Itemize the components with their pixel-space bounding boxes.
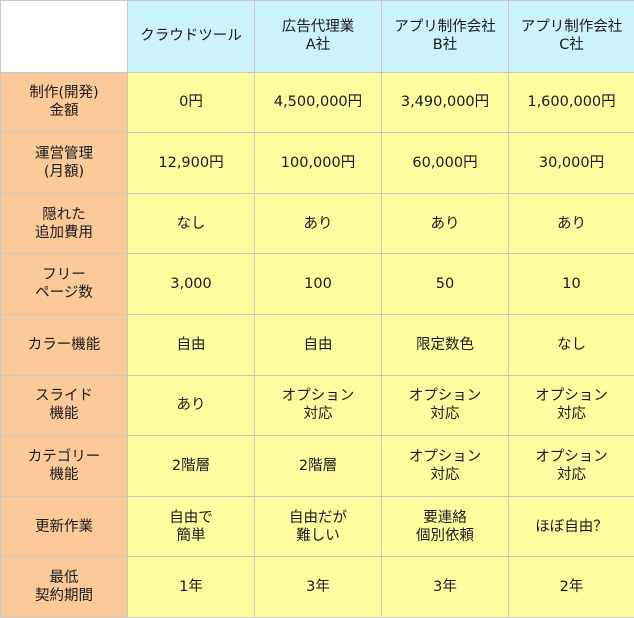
table-cell: 3年 <box>381 556 509 618</box>
table-row: 隠れた 追加費用 なし あり あり あり <box>0 192 634 255</box>
row-label: 更新作業 <box>0 495 128 558</box>
table-cell: 4,500,000円 <box>254 71 382 134</box>
row-label: 最低 契約期間 <box>0 556 128 618</box>
table-cell: 3年 <box>254 556 382 618</box>
table-row: スライド 機能 あり オプション 対応 オプション 対応 オプション 対応 <box>0 374 634 437</box>
table-row: カテゴリー 機能 2階層 2階層 オプション 対応 オプション 対応 <box>0 435 634 497</box>
row-label: 隠れた 追加費用 <box>0 192 128 255</box>
table-cell: あり <box>381 192 509 255</box>
table-cell: 100 <box>254 253 382 315</box>
table-cell: 自由 <box>254 314 382 376</box>
table-row: フリー ページ数 3,000 100 50 10 <box>0 253 634 315</box>
table-cell: ほぼ自由？ <box>508 495 634 558</box>
table-cell: 30,000円 <box>508 132 634 194</box>
table-cell: なし <box>508 314 634 376</box>
table-cell: 要連絡 個別依頼 <box>381 495 509 558</box>
table-row: カラー機能 自由 自由 限定数色 なし <box>0 314 634 376</box>
column-header-app-company-b: アプリ制作会社 B社 <box>381 0 509 73</box>
table-cell: オプション 対応 <box>508 435 634 497</box>
table-row: 運営管理 (月額) 12,900円 100,000円 60,000円 30,00… <box>0 132 634 194</box>
table-cell: オプション 対応 <box>381 374 509 437</box>
table-row: 最低 契約期間 1年 3年 3年 2年 <box>0 556 634 618</box>
row-label: カラー機能 <box>0 314 128 376</box>
table-cell: 50 <box>381 253 509 315</box>
table-cell: 60,000円 <box>381 132 509 194</box>
table-cell: 10 <box>508 253 634 315</box>
table-cell: 0円 <box>127 71 255 134</box>
table-cell: 2階層 <box>127 435 255 497</box>
column-header-agency-a: 広告代理業 A社 <box>254 0 382 73</box>
column-header-cloud-tool: クラウドツール <box>127 0 255 73</box>
row-label: カテゴリー 機能 <box>0 435 128 497</box>
table-cell: 2年 <box>508 556 634 618</box>
table-cell: 2階層 <box>254 435 382 497</box>
table-cell: オプション 対応 <box>381 435 509 497</box>
row-label: スライド 機能 <box>0 374 128 437</box>
table-cell: あり <box>127 374 255 437</box>
column-header-app-company-c: アプリ制作会社 C社 <box>508 0 634 73</box>
table-cell: 100,000円 <box>254 132 382 194</box>
table-cell: あり <box>254 192 382 255</box>
table-cell: オプション 対応 <box>254 374 382 437</box>
header-row: クラウドツール 広告代理業 A社 アプリ制作会社 B社 アプリ制作会社 C社 <box>0 0 634 73</box>
row-label: 運営管理 (月額) <box>0 132 128 194</box>
table-cell: 自由で 簡単 <box>127 495 255 558</box>
table-cell: 自由 <box>127 314 255 376</box>
table-cell: 12,900円 <box>127 132 255 194</box>
row-label: フリー ページ数 <box>0 253 128 315</box>
table-row: 制作(開発) 金額 0円 4,500,000円 3,490,000円 1,600… <box>0 71 634 134</box>
table-cell: 1,600,000円 <box>508 71 634 134</box>
table-cell: 自由だが 難しい <box>254 495 382 558</box>
table-cell: 3,000 <box>127 253 255 315</box>
table-cell: オプション 対応 <box>508 374 634 437</box>
table-cell: あり <box>508 192 634 255</box>
table-cell: なし <box>127 192 255 255</box>
row-label: 制作(開発) 金額 <box>0 71 128 134</box>
table-cell: 1年 <box>127 556 255 618</box>
table-cell: 限定数色 <box>381 314 509 376</box>
table-row: 更新作業 自由で 簡単 自由だが 難しい 要連絡 個別依頼 ほぼ自由？ <box>0 495 634 558</box>
table-cell: 3,490,000円 <box>381 71 509 134</box>
corner-cell <box>0 0 128 73</box>
